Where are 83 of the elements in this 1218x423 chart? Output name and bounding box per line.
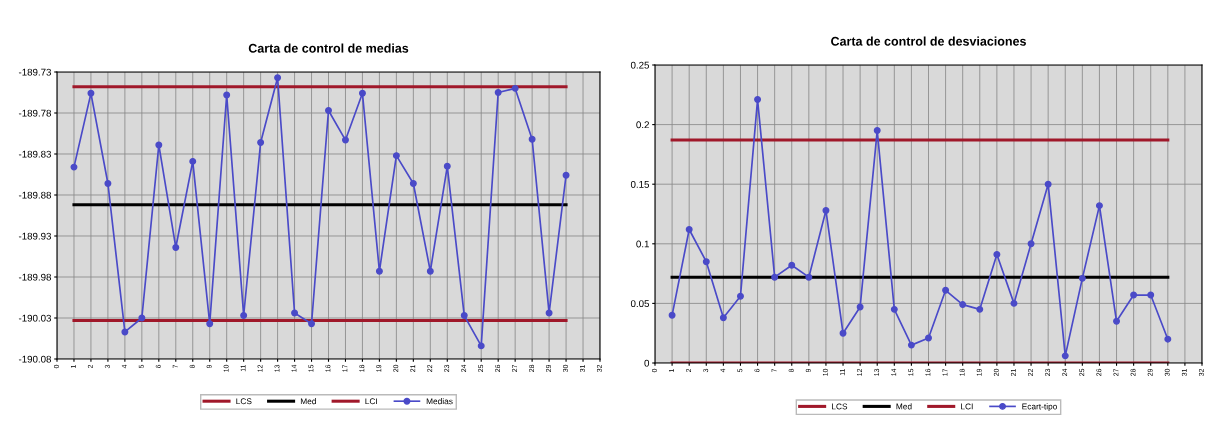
point <box>1147 291 1155 299</box>
point <box>1095 202 1103 210</box>
point <box>562 171 570 179</box>
point <box>325 107 332 115</box>
y-tick-label: -190.08 <box>18 355 52 363</box>
point <box>87 89 95 97</box>
legend-label: LCI <box>365 398 377 405</box>
point <box>1078 274 1086 282</box>
y-tick-label: 0.15 <box>630 180 650 188</box>
point <box>172 244 180 251</box>
y-tick-label: -189.98 <box>18 273 52 281</box>
point <box>511 84 519 92</box>
y-tick-label: -189.78 <box>18 109 52 117</box>
point <box>426 267 434 275</box>
point <box>1130 291 1138 299</box>
legend-label: Med <box>300 398 316 405</box>
point <box>702 258 710 266</box>
point <box>976 305 984 313</box>
legend-label: Medias <box>426 398 453 405</box>
point <box>477 342 485 350</box>
point <box>341 136 349 144</box>
point <box>155 141 163 149</box>
point <box>443 162 451 170</box>
point <box>890 305 898 313</box>
y-tick-label: -189.93 <box>18 232 52 240</box>
point <box>1044 180 1052 188</box>
point <box>1061 352 1069 360</box>
point <box>907 341 915 349</box>
point <box>1164 335 1172 343</box>
y-tick-label: -189.73 <box>18 68 52 76</box>
point <box>754 96 762 104</box>
point <box>460 312 468 320</box>
y-tick-label: 0.1 <box>636 240 649 248</box>
legend-label: Ecart-tipo <box>1022 403 1058 412</box>
point <box>121 328 129 336</box>
point <box>736 292 744 300</box>
point <box>223 91 231 99</box>
point <box>375 267 383 275</box>
point <box>240 312 248 320</box>
y-tick-label: -190.03 <box>18 314 52 322</box>
point <box>70 163 78 171</box>
point <box>719 314 727 322</box>
point <box>839 329 847 337</box>
point <box>959 301 967 309</box>
point <box>274 74 282 82</box>
y-tick-label: 0.05 <box>630 300 650 308</box>
legend-label: LCI <box>961 403 973 410</box>
point <box>805 273 813 281</box>
chart-title: Carta de control de medias <box>248 43 409 53</box>
point <box>873 127 881 135</box>
point <box>494 89 502 96</box>
point <box>257 139 265 146</box>
point <box>856 303 864 311</box>
point <box>291 309 299 317</box>
point <box>138 314 146 322</box>
chart-title: Carta de control de desviaciones <box>831 36 1026 46</box>
y-tick-label: 0.25 <box>630 61 650 69</box>
legend-label: LCS <box>236 398 252 405</box>
point <box>409 180 417 187</box>
point <box>942 286 950 294</box>
point <box>1027 240 1035 248</box>
point <box>528 135 536 143</box>
legend-label: Med <box>896 403 912 410</box>
y-tick-label: -189.88 <box>18 191 52 199</box>
point <box>822 206 830 214</box>
point <box>993 251 1001 259</box>
point <box>308 320 316 328</box>
point <box>545 309 553 317</box>
point <box>189 157 197 165</box>
point <box>668 311 676 319</box>
point <box>925 334 932 342</box>
point <box>685 226 693 233</box>
point <box>206 320 214 328</box>
point <box>358 89 366 97</box>
point <box>392 152 400 160</box>
point <box>1010 299 1018 307</box>
point <box>771 273 779 281</box>
point <box>788 261 796 269</box>
y-tick-label: -189.83 <box>18 150 52 158</box>
point <box>1113 317 1121 325</box>
point <box>104 180 112 187</box>
legend-label: LCS <box>831 403 848 410</box>
y-tick-label: 0.2 <box>636 121 649 129</box>
